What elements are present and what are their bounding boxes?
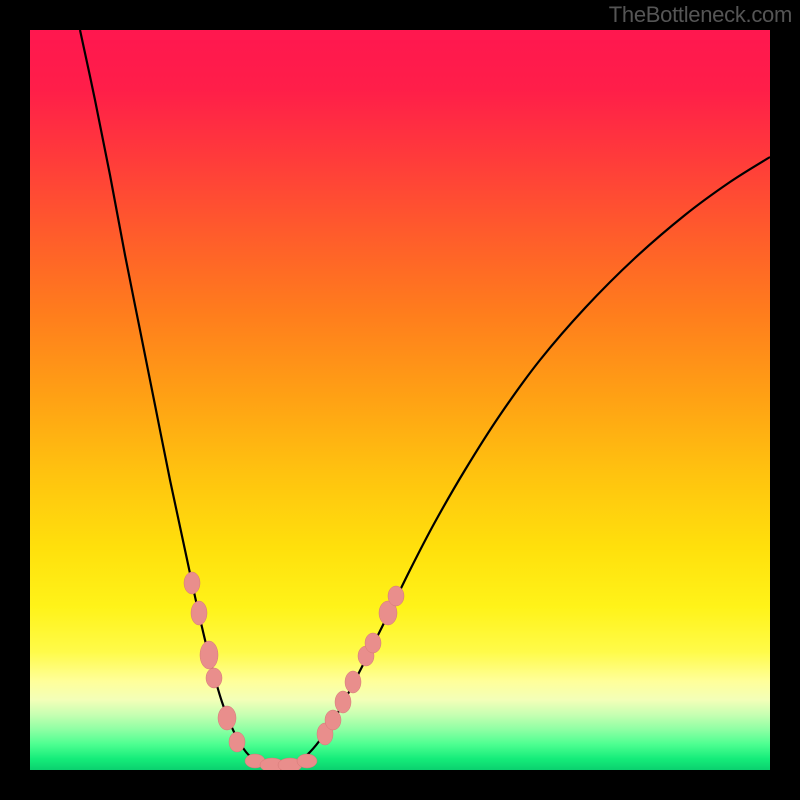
bottleneck-curve [80, 30, 770, 767]
marker-left [184, 572, 200, 594]
chart-container: TheBottleneck.com [0, 0, 800, 800]
data-markers [184, 572, 404, 770]
marker-right [365, 633, 381, 653]
marker-right [388, 586, 404, 606]
watermark-text: TheBottleneck.com [609, 2, 792, 28]
marker-bottom [297, 754, 317, 768]
plot-area [30, 30, 770, 770]
marker-left [218, 706, 236, 730]
marker-left [206, 668, 222, 688]
marker-left [200, 641, 218, 669]
marker-right [335, 691, 351, 713]
marker-left [229, 732, 245, 752]
marker-right [345, 671, 361, 693]
marker-left [191, 601, 207, 625]
marker-right [325, 710, 341, 730]
curve-layer [30, 30, 770, 770]
